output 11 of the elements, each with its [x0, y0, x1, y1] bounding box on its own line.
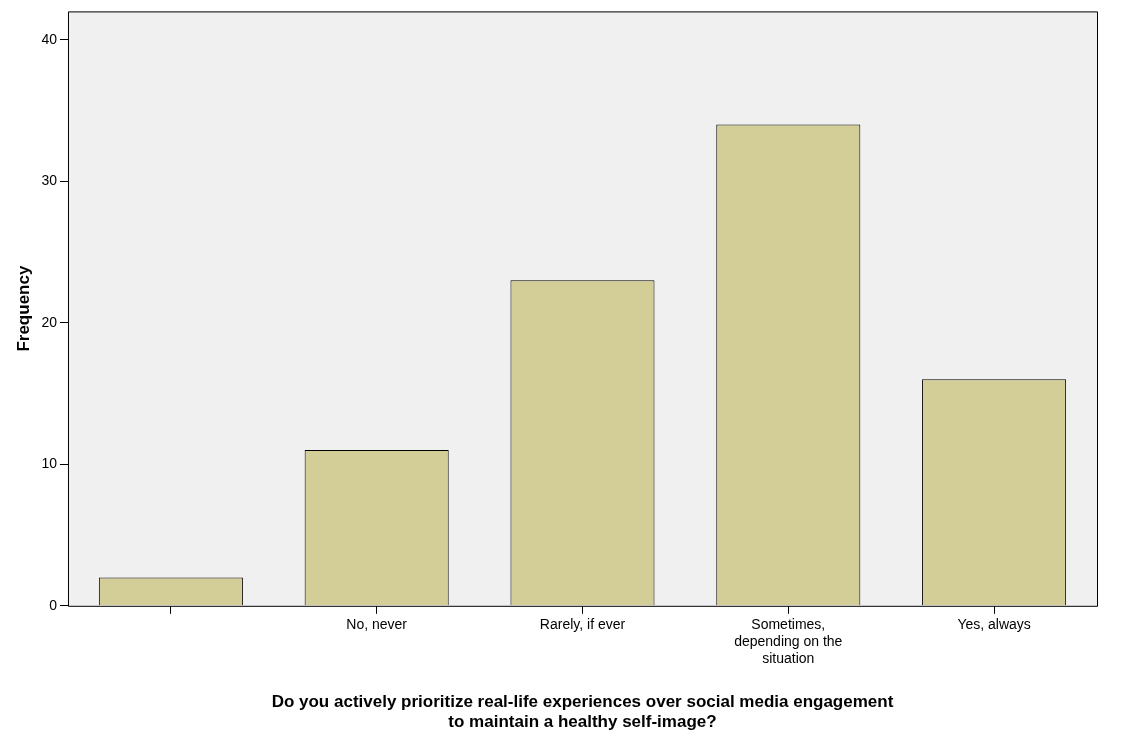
- x-tick-label: Yes, always: [957, 616, 1031, 633]
- y-tick-label: 0: [49, 596, 58, 613]
- y-tick-label: 30: [41, 172, 58, 189]
- y-axis-title: Frequency: [13, 265, 33, 352]
- x-axis-title: Do you actively prioritize real-life experiences over social media engagement to maintain a healthy self-image?: [271, 692, 894, 732]
- x-tick-label: No, never: [346, 616, 408, 633]
- y-tick-label: 10: [41, 455, 58, 472]
- y-tick-label: 40: [41, 30, 58, 47]
- x-tick-label: Sometimes, depending on the situation: [734, 616, 843, 666]
- x-tick-label: Rarely, if ever: [539, 616, 626, 633]
- y-tick-label: 20: [41, 313, 58, 330]
